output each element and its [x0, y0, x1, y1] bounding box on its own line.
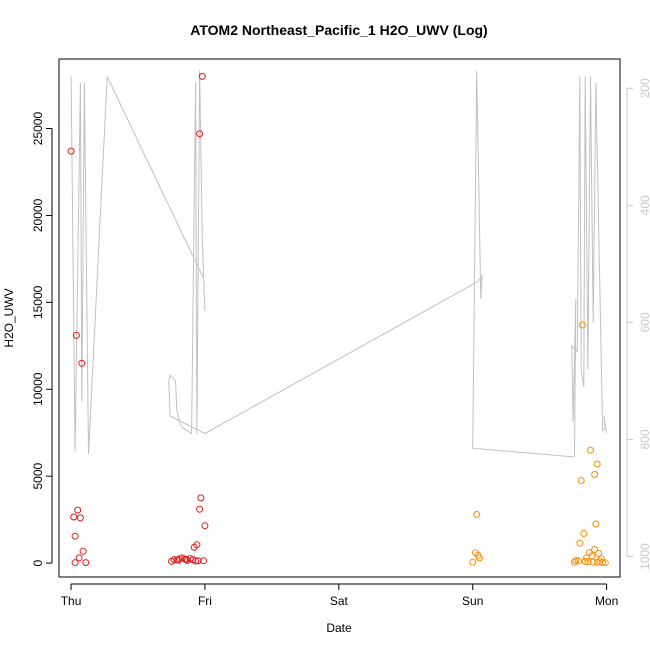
- depth-line-layer: [70, 70, 608, 458]
- x-axis-label: Date: [326, 621, 352, 635]
- data-point: [70, 513, 78, 521]
- data-point: [587, 446, 594, 454]
- data-point: [580, 530, 588, 537]
- x-tick-label: Mon: [595, 594, 618, 608]
- data-point: [197, 494, 205, 502]
- points-layer: [67, 72, 609, 567]
- data-point: [192, 557, 200, 565]
- data-point: [591, 470, 599, 478]
- data-point: [576, 539, 584, 547]
- y2-tick-label: 200: [638, 78, 650, 98]
- data-point: [71, 559, 79, 567]
- data-point: [79, 547, 87, 555]
- data-point: [475, 554, 483, 562]
- data-point: [174, 556, 182, 564]
- data-point: [591, 546, 599, 553]
- data-point: [196, 130, 204, 138]
- data-point: [583, 554, 590, 562]
- x-tick-label: Sat: [330, 594, 349, 608]
- data-point: [75, 554, 83, 562]
- data-point: [469, 558, 477, 566]
- data-point: [473, 510, 481, 518]
- data-point: [71, 532, 79, 540]
- data-point: [76, 514, 84, 522]
- y2-tick-label: 800: [638, 429, 650, 449]
- y-tick-label: 15000: [31, 285, 45, 319]
- data-point: [72, 331, 80, 339]
- data-point: [193, 541, 201, 549]
- y2-tick-label: 400: [638, 195, 650, 215]
- data-point: [579, 321, 586, 329]
- y2-tick-label: 600: [638, 312, 650, 332]
- depth-line: [70, 70, 608, 458]
- data-point: [74, 506, 82, 514]
- data-point: [584, 558, 592, 566]
- axes-layer: Thu Fri Sat Sun Mon 0 5000 10000 15000 20000 25000…: [31, 78, 650, 608]
- data-point: [182, 555, 190, 563]
- data-point: [200, 557, 208, 565]
- x-tick-label: Thu: [61, 594, 82, 608]
- y-axis-label: H2O_UWV: [2, 288, 16, 347]
- data-point: [198, 72, 206, 80]
- data-point: [575, 557, 582, 565]
- y-tick-label: 20000: [31, 198, 45, 232]
- data-point: [596, 558, 604, 565]
- data-point: [577, 477, 585, 484]
- data-point: [572, 557, 580, 564]
- plot-frame: [58, 58, 621, 578]
- y-tick-label: 5000: [31, 463, 45, 490]
- data-point: [196, 505, 204, 513]
- data-point: [589, 558, 597, 566]
- y-tick-label: 0: [31, 559, 45, 566]
- data-point: [592, 520, 600, 528]
- data-point: [593, 460, 601, 468]
- chart-title: ATOM2 Northeast_Pacific_1 H2O_UWV (Log): [190, 22, 487, 38]
- data-point: [201, 522, 209, 530]
- data-point: [82, 559, 90, 567]
- data-point: [67, 147, 75, 155]
- data-point: [581, 557, 589, 565]
- x-tick-label: Fri: [198, 594, 212, 608]
- data-point: [571, 558, 578, 566]
- data-point: [78, 359, 86, 367]
- x-tick-label: Sun: [462, 594, 483, 608]
- y-tick-label: 25000: [31, 112, 45, 146]
- y2-tick-label: 1000: [638, 543, 650, 570]
- data-point: [194, 557, 202, 565]
- y-tick-label: 10000: [31, 372, 45, 406]
